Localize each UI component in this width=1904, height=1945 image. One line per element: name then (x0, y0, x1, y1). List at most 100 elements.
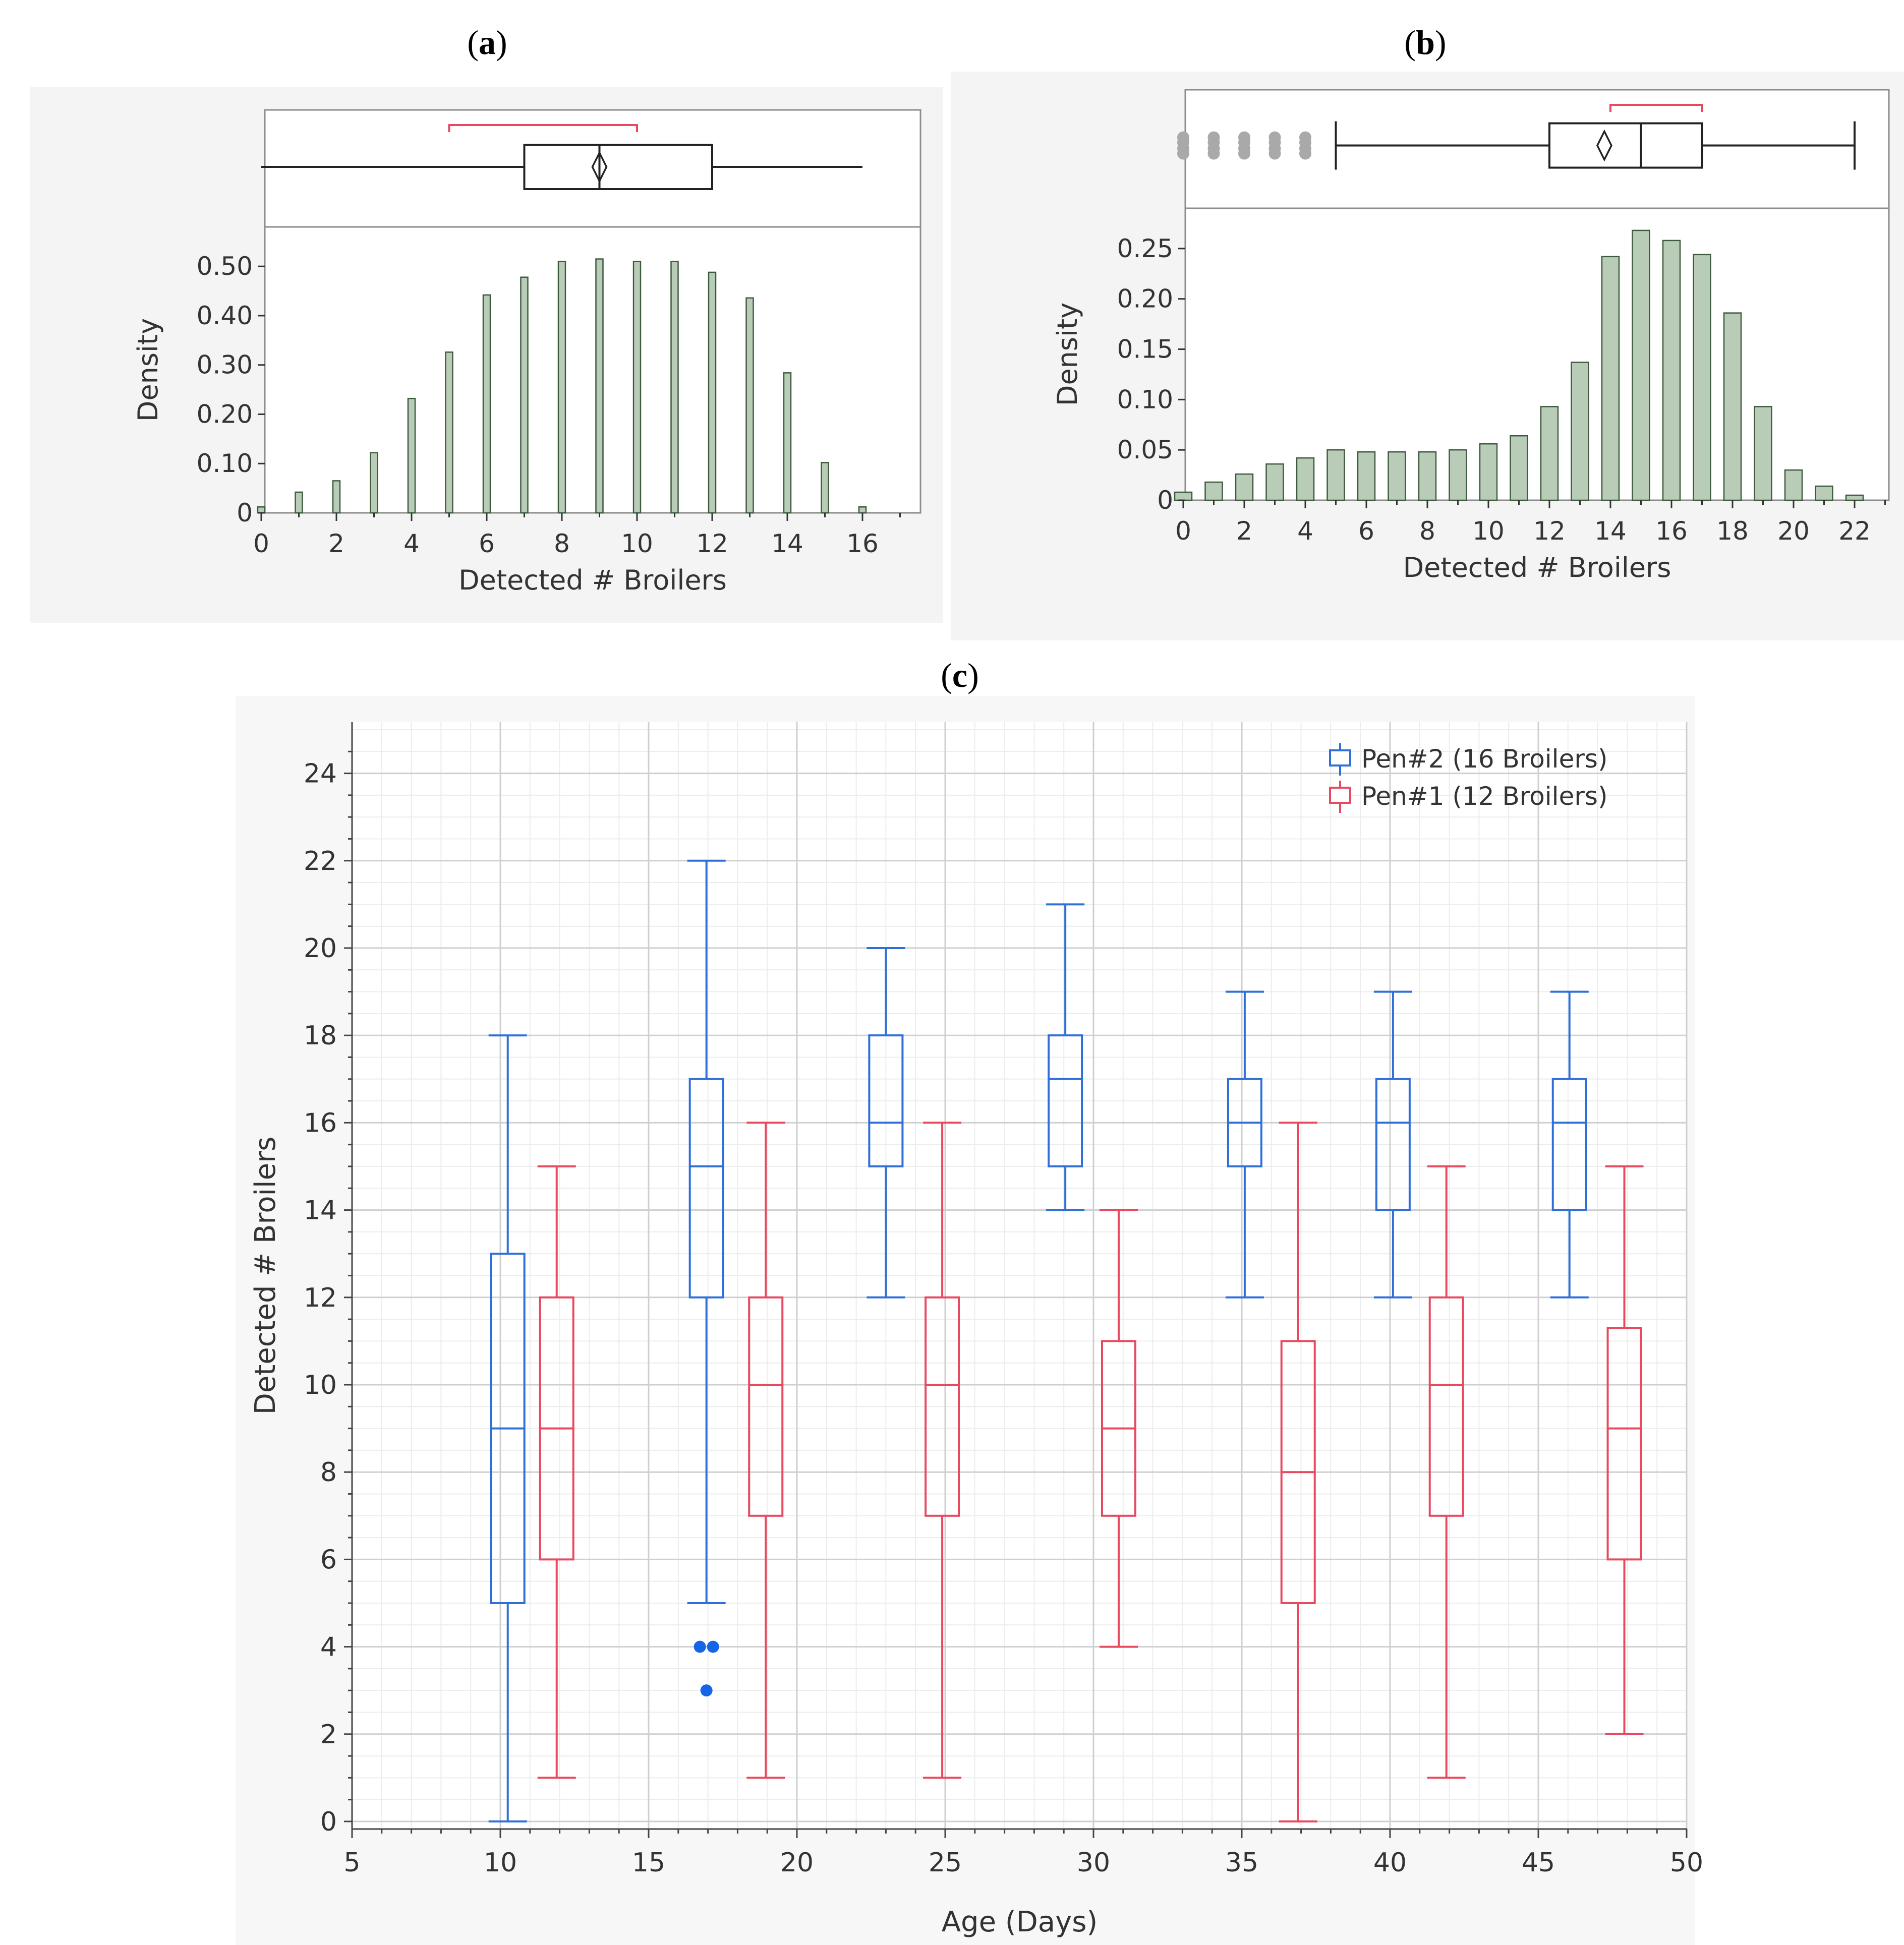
a-shortest-half-bracket (448, 124, 638, 132)
c-pen2-box (1375, 1078, 1411, 1211)
c-pen1-box (1428, 1296, 1464, 1517)
a-x-tick-label: 8 (554, 529, 570, 558)
b-x-tick-label: 22 (1838, 516, 1871, 546)
b-bar (1632, 229, 1650, 501)
a-x-tick-label: 6 (479, 529, 495, 558)
c-y-tick-label: 0 (320, 1807, 337, 1837)
a-x-tick-label: 4 (403, 529, 420, 558)
c-x-tick-label: 50 (1670, 1848, 1703, 1878)
c-legend-pen1-swatch (1329, 787, 1351, 804)
b-y-tick-label: 0.15 (1117, 335, 1173, 364)
c-y-axis-title: Detected # Broilers (249, 1137, 282, 1415)
c-y-tick-label: 14 (304, 1196, 337, 1226)
c-x-axis-title: Age (Days) (942, 1906, 1098, 1938)
b-bar (1571, 362, 1589, 501)
b-x-tick-label: 14 (1594, 516, 1627, 546)
c-pen1-box (925, 1296, 960, 1517)
a-y-axis-title: Density (132, 318, 164, 422)
c-y-tick-label: 10 (304, 1370, 337, 1400)
c-pen2-box (868, 1034, 904, 1167)
a-x-axis-title: Detected # Broilers (458, 564, 727, 596)
b-iqr-box (1548, 122, 1703, 169)
c-pen2-box (1551, 1078, 1587, 1211)
c-y-tick-label: 18 (304, 1021, 337, 1051)
b-bar (1326, 449, 1345, 501)
b-y-tick-label: 0.05 (1117, 435, 1173, 464)
a-x-tick-label: 2 (328, 529, 344, 558)
b-outlier-point (1238, 147, 1250, 160)
b-x-tick-label: 10 (1472, 516, 1505, 546)
a-mean-diamond (591, 151, 608, 183)
a-y-tick-label: 0 (237, 498, 253, 527)
b-x-tick-label: 2 (1236, 516, 1252, 546)
c-pen2-outlier (694, 1640, 706, 1653)
c-legend-pen1-label: Pen#1 (12 Broilers) (1361, 782, 1607, 811)
c-legend-pen2-label: Pen#2 (16 Broilers) (1361, 744, 1607, 774)
c-x-tick-label: 45 (1522, 1848, 1555, 1878)
b-bar (1693, 254, 1711, 501)
c-y-tick-label: 8 (320, 1457, 337, 1488)
a-y-tick-label: 0.50 (197, 252, 253, 281)
b-x-axis-title: Detected # Broilers (1403, 552, 1671, 583)
b-bar (1662, 240, 1681, 501)
a-x-tick-label: 14 (771, 529, 803, 558)
a-y-tick-label: 0.20 (197, 399, 253, 429)
b-x-tick-label: 6 (1358, 516, 1374, 546)
b-outlier-point (1177, 147, 1189, 160)
c-y-tick-label: 12 (304, 1283, 337, 1313)
b-x-tick-label: 12 (1533, 516, 1566, 546)
c-x-tick-label: 25 (929, 1848, 962, 1878)
b-bar (1754, 406, 1772, 501)
b-bar (1296, 457, 1315, 501)
a-x-tick-label: 12 (696, 529, 728, 558)
b-bar (1540, 406, 1559, 501)
b-shortest-half-bracket (1609, 104, 1703, 112)
c-x-tick-label: 30 (1077, 1848, 1110, 1878)
c-pen2-outlier (700, 1684, 713, 1697)
b-x-tick-label: 16 (1655, 516, 1688, 546)
b-bar (1204, 481, 1223, 501)
c-x-tick-label: 10 (484, 1848, 517, 1878)
panel-label-b: (b) (1404, 23, 1447, 62)
b-y-tick-label: 0.25 (1117, 234, 1173, 263)
b-x-tick-label: 20 (1777, 516, 1810, 546)
b-x-tick-label: 4 (1297, 516, 1313, 546)
b-y-tick-label: 0.20 (1117, 284, 1173, 314)
c-y-tick-label: 4 (320, 1632, 337, 1663)
b-bar (1357, 451, 1376, 501)
c-y-tick-label: 6 (320, 1545, 337, 1575)
c-pen1-box (1606, 1327, 1642, 1561)
a-y-tick-label: 0.10 (197, 449, 253, 478)
a-y-tick-label: 0.40 (197, 301, 253, 330)
c-y-tick-label: 16 (304, 1108, 337, 1138)
c-pen2-box (1048, 1034, 1083, 1167)
c-pen2-outlier (707, 1640, 719, 1653)
b-bar (1265, 463, 1284, 501)
b-bar (1784, 469, 1803, 501)
b-y-tick-label: 0 (1157, 486, 1173, 515)
b-y-axis-title: Density (1052, 303, 1083, 406)
c-x-tick-label: 5 (343, 1848, 360, 1878)
b-x-tick-label: 0 (1175, 516, 1191, 546)
b-mean-diamond (1596, 129, 1612, 162)
c-y-tick-label: 22 (304, 846, 337, 876)
c-x-tick-label: 20 (780, 1848, 814, 1878)
c-x-tick-label: 15 (632, 1848, 665, 1878)
c-y-tick-label: 24 (304, 759, 337, 789)
c-y-tick-label: 20 (304, 933, 337, 964)
b-outlier-point (1207, 147, 1220, 160)
b-x-tick-label: 18 (1716, 516, 1749, 546)
b-y-tick-label: 0.10 (1117, 385, 1173, 414)
panel-label-c: (c) (941, 656, 979, 694)
c-x-tick-label: 40 (1373, 1848, 1407, 1878)
b-x-tick-label: 8 (1419, 516, 1435, 546)
b-outlier-point (1299, 147, 1311, 160)
b-outlier-point (1268, 147, 1281, 160)
b-bar (1723, 312, 1742, 501)
b-bar (1601, 256, 1620, 501)
a-iqr-box (523, 144, 713, 190)
c-y-tick-label: 2 (320, 1720, 337, 1750)
